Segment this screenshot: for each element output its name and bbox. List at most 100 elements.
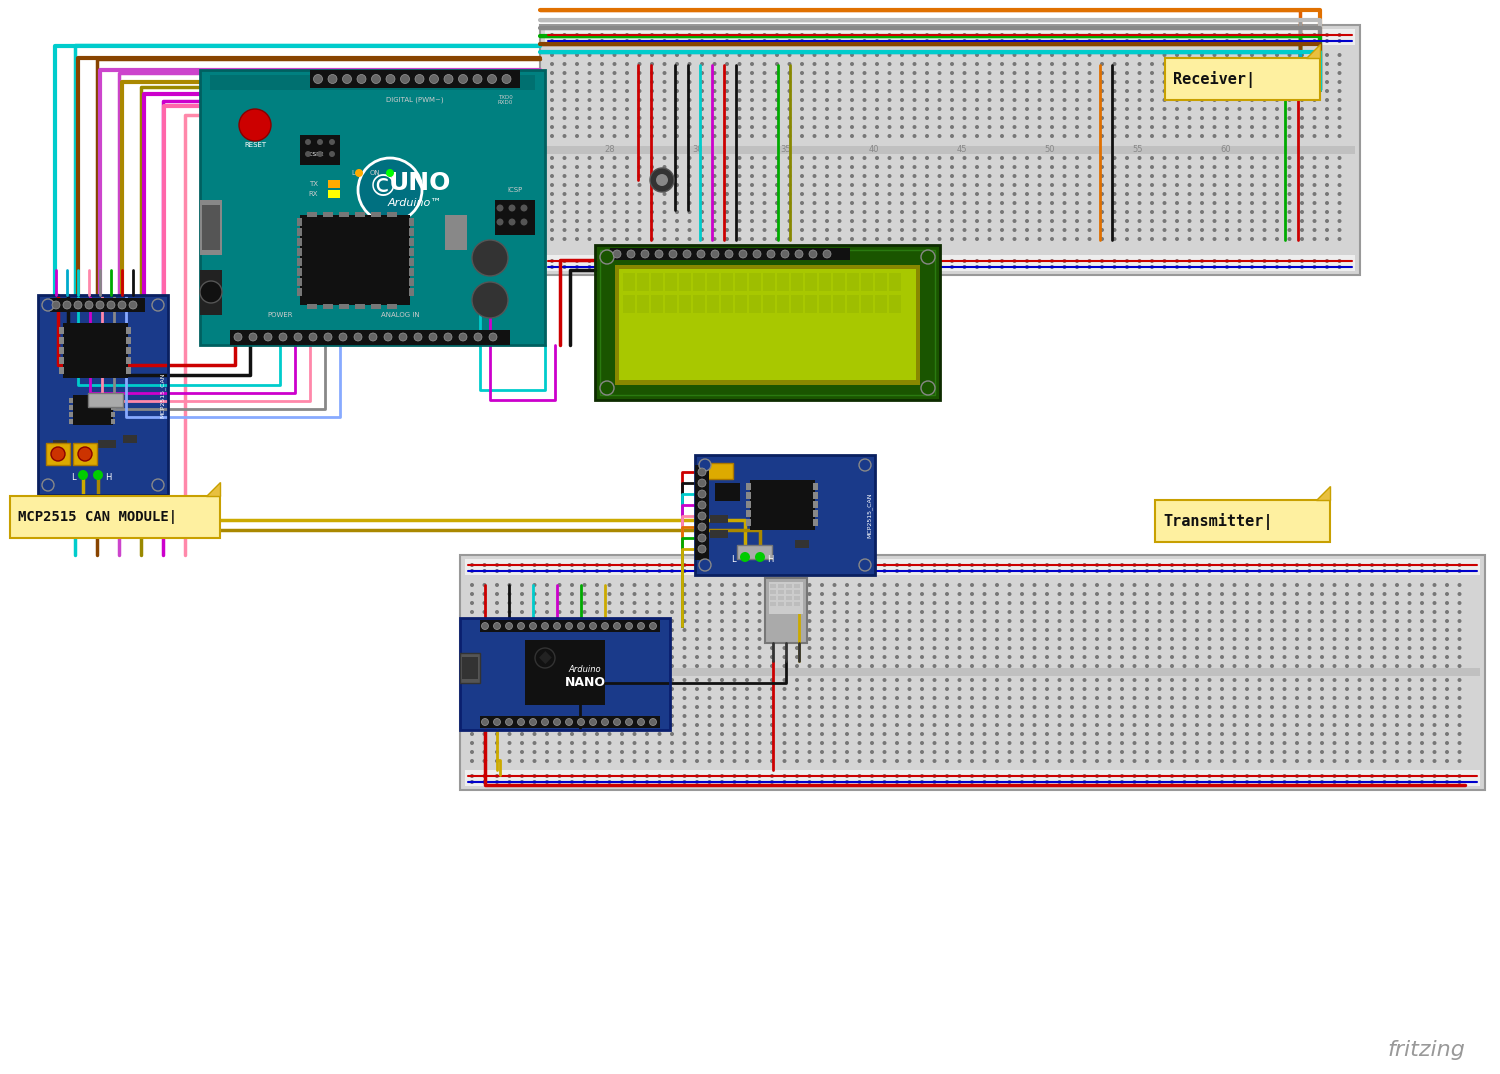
Circle shape bbox=[1188, 174, 1191, 178]
Circle shape bbox=[870, 732, 874, 736]
Circle shape bbox=[675, 33, 680, 37]
Circle shape bbox=[870, 696, 874, 700]
Circle shape bbox=[950, 33, 954, 37]
Circle shape bbox=[657, 592, 662, 596]
Circle shape bbox=[532, 610, 537, 614]
Circle shape bbox=[470, 723, 474, 727]
Circle shape bbox=[994, 664, 999, 668]
Circle shape bbox=[750, 98, 754, 102]
Circle shape bbox=[957, 696, 962, 700]
Circle shape bbox=[532, 678, 537, 682]
Circle shape bbox=[776, 237, 778, 241]
Circle shape bbox=[1000, 79, 1004, 84]
Circle shape bbox=[1046, 741, 1048, 745]
Circle shape bbox=[700, 265, 703, 268]
Circle shape bbox=[1095, 732, 1100, 736]
Circle shape bbox=[444, 333, 452, 342]
Circle shape bbox=[657, 732, 662, 736]
Circle shape bbox=[1120, 601, 1124, 605]
Circle shape bbox=[908, 569, 912, 574]
Circle shape bbox=[1024, 125, 1029, 129]
Circle shape bbox=[657, 705, 662, 709]
Circle shape bbox=[1300, 259, 1304, 263]
Circle shape bbox=[1263, 237, 1266, 241]
Circle shape bbox=[708, 714, 711, 719]
Circle shape bbox=[342, 74, 351, 84]
Circle shape bbox=[1070, 619, 1074, 623]
Circle shape bbox=[588, 134, 591, 137]
Circle shape bbox=[738, 89, 741, 93]
Circle shape bbox=[807, 678, 812, 682]
Circle shape bbox=[862, 89, 867, 93]
Circle shape bbox=[470, 750, 474, 754]
Circle shape bbox=[1196, 637, 1198, 641]
Circle shape bbox=[732, 774, 736, 778]
Circle shape bbox=[746, 569, 748, 574]
Circle shape bbox=[488, 74, 496, 84]
Circle shape bbox=[1407, 678, 1412, 682]
Circle shape bbox=[638, 219, 642, 223]
Circle shape bbox=[770, 759, 774, 763]
Circle shape bbox=[1257, 723, 1262, 727]
Circle shape bbox=[558, 628, 561, 632]
Circle shape bbox=[1150, 62, 1154, 66]
Circle shape bbox=[945, 645, 950, 650]
Circle shape bbox=[1324, 116, 1329, 120]
Circle shape bbox=[626, 107, 628, 111]
Circle shape bbox=[1432, 732, 1437, 736]
Circle shape bbox=[663, 259, 666, 263]
Circle shape bbox=[1024, 39, 1029, 43]
Circle shape bbox=[657, 678, 662, 682]
Circle shape bbox=[1050, 165, 1054, 169]
Circle shape bbox=[874, 33, 879, 37]
Circle shape bbox=[975, 156, 980, 160]
Circle shape bbox=[1250, 211, 1254, 214]
Circle shape bbox=[1338, 79, 1341, 84]
Circle shape bbox=[926, 259, 928, 263]
Circle shape bbox=[1013, 125, 1017, 129]
Text: ICSP2: ICSP2 bbox=[306, 153, 324, 158]
Circle shape bbox=[821, 774, 824, 778]
Circle shape bbox=[945, 732, 950, 736]
Circle shape bbox=[620, 610, 624, 614]
Bar bbox=[356, 304, 364, 309]
Circle shape bbox=[1170, 696, 1174, 700]
Circle shape bbox=[626, 201, 628, 205]
Bar bbox=[833, 295, 844, 313]
Circle shape bbox=[700, 116, 703, 120]
Circle shape bbox=[825, 116, 830, 120]
Bar bbox=[861, 295, 873, 313]
Circle shape bbox=[1032, 750, 1036, 754]
Circle shape bbox=[987, 62, 992, 66]
Circle shape bbox=[1358, 610, 1362, 614]
Circle shape bbox=[1257, 592, 1262, 596]
Circle shape bbox=[1287, 98, 1292, 102]
Circle shape bbox=[596, 759, 598, 763]
Circle shape bbox=[813, 265, 816, 268]
Circle shape bbox=[1120, 619, 1124, 623]
Circle shape bbox=[795, 619, 800, 623]
Circle shape bbox=[882, 759, 886, 763]
Circle shape bbox=[1407, 655, 1412, 659]
Circle shape bbox=[544, 723, 549, 727]
Circle shape bbox=[1000, 192, 1004, 195]
Circle shape bbox=[1270, 732, 1274, 736]
Circle shape bbox=[963, 219, 966, 223]
Circle shape bbox=[620, 592, 624, 596]
Circle shape bbox=[520, 563, 524, 567]
Circle shape bbox=[982, 732, 987, 736]
Circle shape bbox=[1370, 714, 1374, 719]
Circle shape bbox=[1182, 759, 1186, 763]
Circle shape bbox=[1038, 265, 1041, 268]
Circle shape bbox=[858, 601, 861, 605]
Circle shape bbox=[558, 723, 561, 727]
Circle shape bbox=[1058, 774, 1062, 778]
Circle shape bbox=[1383, 563, 1386, 567]
Circle shape bbox=[1100, 79, 1104, 84]
Circle shape bbox=[1308, 569, 1311, 574]
Circle shape bbox=[1275, 89, 1280, 93]
Circle shape bbox=[596, 655, 598, 659]
Circle shape bbox=[1275, 201, 1280, 205]
Circle shape bbox=[700, 259, 703, 263]
Circle shape bbox=[670, 741, 674, 745]
